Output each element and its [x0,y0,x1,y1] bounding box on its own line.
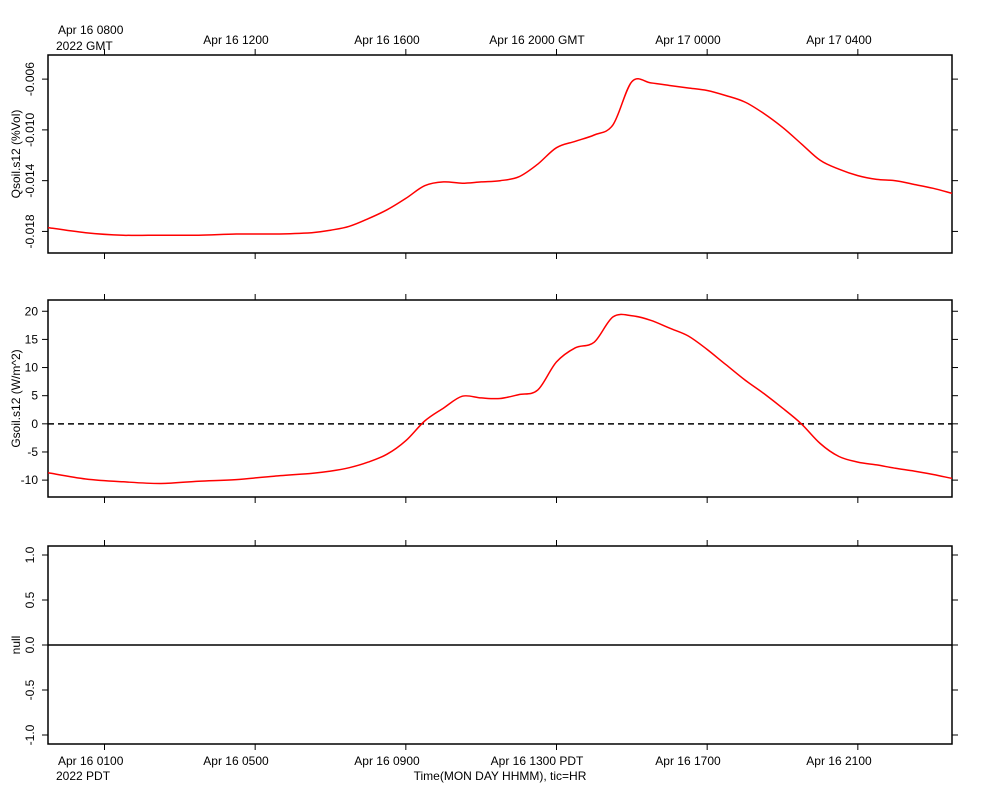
bottom-first-label-line1: Apr 16 0100 [58,754,124,768]
y-axis-title: Gsoil.s12 (W/m^2) [9,349,23,447]
top-tick-label: Apr 16 1600 [354,33,420,47]
y-tick-label: -1.0 [23,724,37,745]
x-axis-title: Time(MON DAY HHMM), tic=HR [414,769,587,783]
y-tick-label: 10 [25,361,39,375]
plot-frame [47,299,953,498]
bottom-tick-label: Apr 16 0500 [203,754,269,768]
y-tick-label: 15 [25,332,39,346]
top-time-axis: Apr 16 0800 2022 GMT Apr 16 1200 Apr 16 … [56,23,872,53]
bottom-tick-label: Apr 16 1700 [655,754,721,768]
bottom-time-axis: Apr 16 0100 2022 PDT Apr 16 0500 Apr 16 … [56,754,872,783]
y-tick-label: -0.014 [23,163,37,197]
top-tick-label: Apr 16 2000 GMT [489,33,585,47]
top-first-label-line1: Apr 16 0800 [58,23,124,37]
y-tick-label: -0.018 [23,214,37,248]
plot-frame [47,54,953,254]
y-axis-title: null [9,636,23,655]
bottom-tick-label: Apr 16 2100 [806,754,872,768]
top-tick-label: Apr 16 1200 [203,33,269,47]
y-tick-label: 5 [31,389,38,403]
y-tick-label: 20 [25,304,39,318]
top-first-label-line2: 2022 GMT [56,39,113,53]
y-tick-label: -0.5 [23,679,37,700]
y-tick-label: 0 [31,417,38,431]
y-tick-label: -5 [27,445,38,459]
panel-gsoil: -10 -5 0 5 10 15 20 Gsoil.s12 (W/m^2) [9,294,958,503]
top-tick-label: Apr 17 0400 [806,33,872,47]
y-tick-label: 0.0 [23,636,37,653]
y-tick-label: -0.010 [23,113,37,147]
panel-null: -1.0 -0.5 0.0 0.5 1.0 null [9,540,958,750]
y-tick-label: -0.006 [23,62,37,96]
y-tick-label: 1.0 [23,546,37,563]
bottom-first-label-line2: 2022 PDT [56,769,111,783]
bottom-tick-label: Apr 16 0900 [354,754,420,768]
y-axis-title: Qsoil.s12 (%Vol) [9,110,23,199]
series-line [47,78,953,237]
top-tick-label: Apr 17 0000 [655,33,721,47]
bottom-tick-label: Apr 16 1300 PDT [491,754,584,768]
series-line [47,313,953,485]
y-tick-label: -10 [21,473,39,487]
y-tick-label: 0.5 [23,591,37,608]
